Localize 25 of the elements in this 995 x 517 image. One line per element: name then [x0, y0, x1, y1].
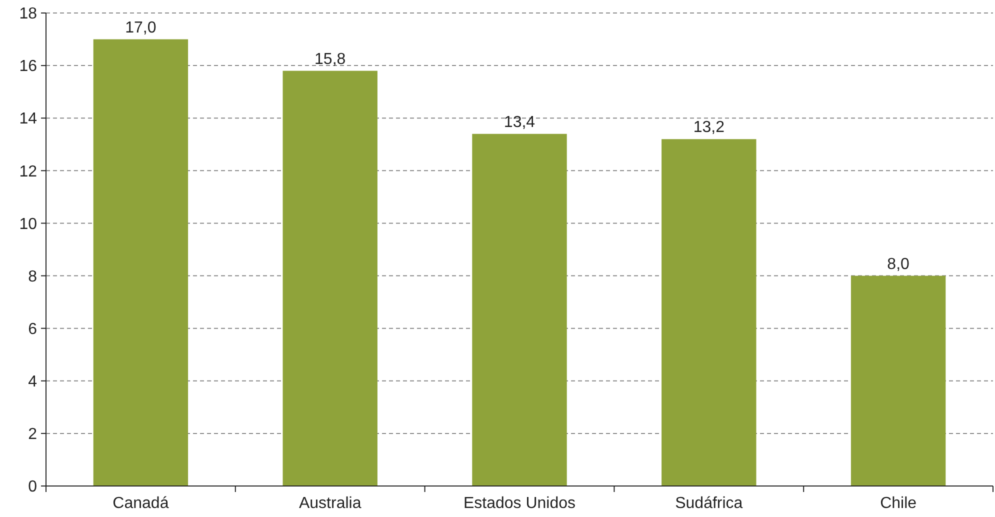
y-tick-label: 4	[28, 373, 38, 390]
data-label: 15,8	[314, 50, 346, 68]
data-label: 8,0	[887, 256, 910, 273]
y-tick-label: 2	[28, 426, 38, 444]
bar	[850, 276, 946, 486]
bar	[282, 70, 378, 486]
y-tick-label: 18	[19, 6, 38, 23]
y-tick-label: 6	[28, 320, 38, 338]
y-tick-label: 8	[28, 268, 38, 286]
y-tick-label: 14	[19, 110, 38, 128]
x-tick-label: Sudáfrica	[675, 495, 743, 512]
x-tick-label: Australia	[298, 495, 362, 512]
x-tick-label: Chile	[880, 495, 917, 512]
x-tick-label: Canadá	[112, 495, 169, 512]
y-tick-label: 0	[28, 478, 38, 496]
data-label: 13,2	[693, 119, 725, 136]
y-tick-label: 12	[19, 163, 38, 180]
data-label: 17,0	[125, 19, 156, 36]
bar	[472, 134, 567, 486]
y-tick-label: 16	[19, 58, 38, 76]
bar	[662, 139, 756, 486]
bar	[93, 39, 188, 486]
y-tick-label: 10	[19, 216, 38, 233]
data-label: 13,4	[504, 114, 536, 131]
x-tick-label: Estados Unidos	[463, 495, 576, 512]
